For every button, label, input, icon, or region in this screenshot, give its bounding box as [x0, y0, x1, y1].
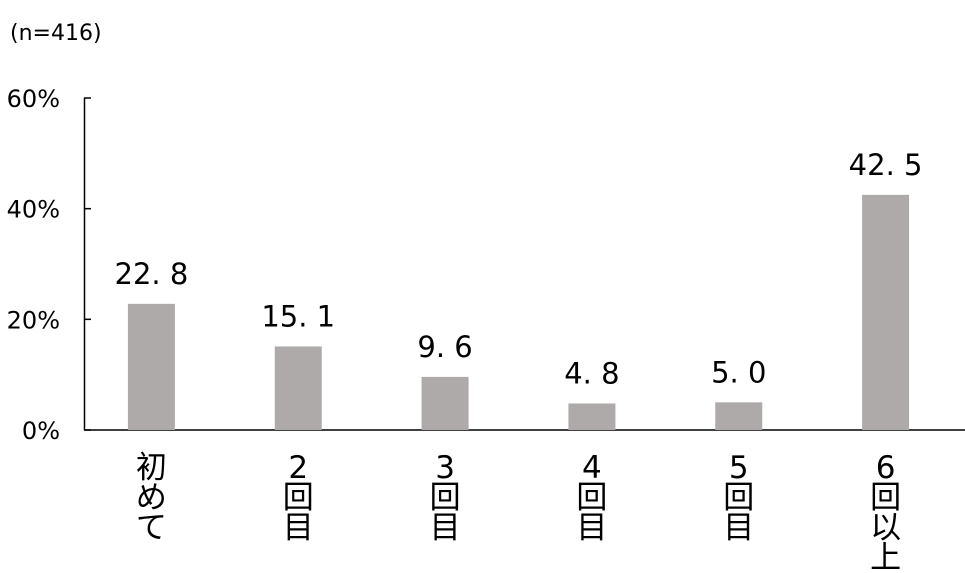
data-label: 5. 0 — [711, 355, 766, 389]
bar — [127, 303, 175, 430]
x-tick-label: 3 回目 — [430, 450, 461, 546]
y-tick-label: 60% — [7, 85, 60, 113]
x-tick-label: 5 回目 — [723, 450, 754, 546]
y-tick-label: 20% — [7, 306, 60, 334]
bar — [862, 194, 910, 430]
x-tick-label: 6 回以上 — [870, 450, 901, 573]
value-labels: 22. 8 15. 1 9. 6 4. 8 5. 0 42. 5 — [115, 148, 923, 391]
bar — [274, 346, 322, 430]
data-label: 15. 1 — [261, 299, 335, 333]
x-tick-label: 2 回目 — [283, 450, 314, 546]
bar — [715, 402, 763, 430]
x-tick-label: 初めて — [136, 450, 167, 546]
category-labels: 初めて 2 回目 3 回目 4 回目 5 回目 6 回以上 — [136, 450, 901, 573]
y-tick-label: 40% — [7, 196, 60, 224]
axes: 0% 20% 40% 60% — [7, 85, 965, 445]
y-tick-label: 0% — [22, 417, 60, 445]
x-tick-label: 4 回目 — [576, 450, 607, 546]
sample-size-note: (n=416) — [10, 21, 102, 46]
data-label: 4. 8 — [564, 356, 619, 390]
bars — [127, 194, 910, 430]
data-label: 22. 8 — [115, 257, 189, 291]
bar — [421, 376, 469, 430]
data-label: 9. 6 — [417, 330, 472, 364]
bar — [568, 403, 616, 430]
data-label: 42. 5 — [849, 148, 923, 182]
